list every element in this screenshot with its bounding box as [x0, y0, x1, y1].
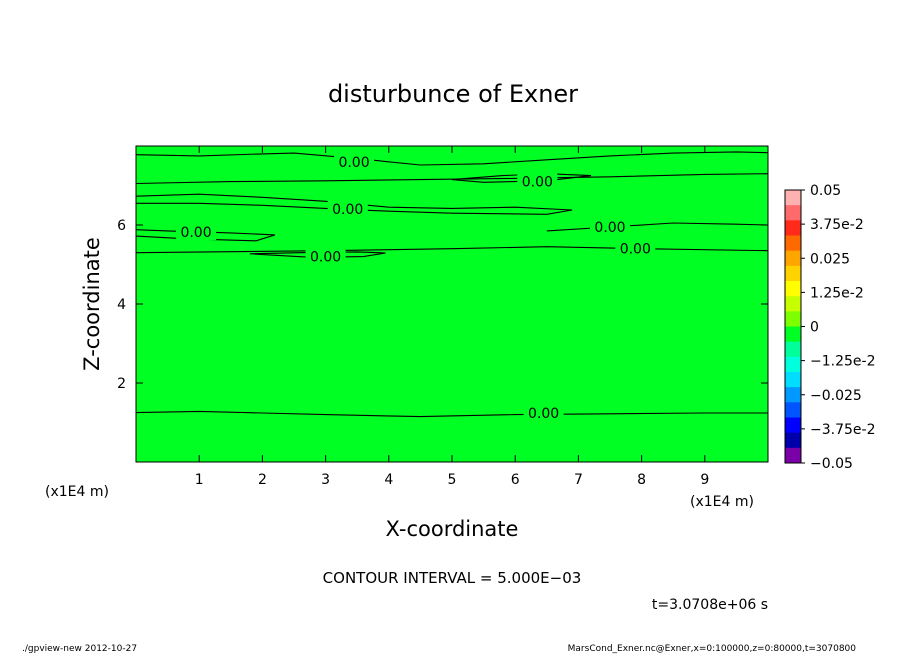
y-tick-label: 6 — [117, 218, 126, 234]
x-tick-label: 9 — [700, 472, 709, 488]
colorbar-swatch — [785, 387, 801, 403]
colorbar: 0.05 3.75e-2 0.025 1.25e-2 0 −1.25e-2 −0.025 −3… — [784, 183, 875, 472]
colorbar-swatch — [785, 326, 801, 343]
contour-label-bg — [176, 223, 217, 241]
time-label: t=3.0708e+06 s — [652, 597, 768, 613]
colorbar-swatch — [785, 402, 801, 418]
contour-line-6 — [135, 173, 769, 185]
x-tick-label: 2 — [258, 472, 267, 488]
contour-label: 0.00 — [528, 406, 559, 422]
colorbar-label: −1.25e-2 — [810, 354, 875, 370]
contour-label: 0.00 — [332, 202, 363, 218]
x-axis-label: X-coordinate — [386, 517, 519, 541]
contour-label: 0.00 — [310, 250, 341, 266]
contour-label: 0.00 — [522, 175, 553, 191]
footer-left: ./gpview-new 2012-10-27 — [22, 644, 137, 654]
contour-line-4 — [135, 193, 573, 215]
colorbar-label: 0.025 — [810, 251, 850, 267]
colorbar-label: 3.75e-2 — [810, 217, 864, 233]
contour-line-8 — [135, 151, 769, 166]
colorbar-label: −3.75e-2 — [810, 422, 875, 438]
x-tick-label: 8 — [637, 472, 646, 488]
colorbar-swatch — [785, 447, 801, 464]
contour-label: 0.00 — [620, 242, 651, 258]
x-tick-label: 1 — [195, 472, 204, 488]
colorbar-swatch — [785, 341, 801, 358]
colorbar-swatch — [785, 250, 801, 267]
colorbar-swatch — [785, 311, 801, 327]
colorbar-swatch — [785, 281, 801, 297]
x-tick-label: 4 — [384, 472, 393, 488]
contour-label-bg — [327, 200, 368, 218]
colorbar-swatch — [785, 356, 801, 373]
contour-label-bg — [305, 247, 346, 265]
colorbar-label: 0 — [810, 320, 819, 336]
y-tick-label: 4 — [117, 297, 126, 313]
x-tick-label: 7 — [574, 472, 583, 488]
contour-interval: CONTOUR INTERVAL = 5.000E−03 — [323, 569, 582, 587]
contour-line-0 — [135, 410, 768, 418]
colorbar-label: 0.05 — [810, 183, 841, 199]
contour-label-bg — [590, 217, 630, 235]
colorbar-swatch — [785, 265, 801, 282]
x-axis: 1 2 3 4 5 6 7 8 9 — [195, 146, 709, 488]
contour-line-5 — [546, 222, 769, 232]
contour-label: 0.00 — [594, 220, 625, 236]
chart-title: disturbunce of Exner — [328, 80, 578, 108]
contour-label-bg — [523, 404, 564, 422]
colorbar-swatch — [785, 235, 801, 252]
colorbar-swatch — [785, 220, 801, 236]
colorbar-swatch — [785, 372, 801, 388]
plot-area — [136, 146, 768, 462]
colorbar-swatch — [785, 432, 801, 449]
contour-label-bg — [615, 239, 656, 257]
contour-label-bg — [517, 172, 558, 190]
y-axis: 2 4 6 — [117, 218, 768, 392]
colorbar-label: −0.05 — [810, 456, 853, 472]
colorbar-label: −0.025 — [810, 388, 862, 404]
colorbar-swatch — [785, 205, 801, 221]
contour-line-7 — [451, 173, 592, 183]
x-tick-label: 5 — [448, 472, 457, 488]
colorbar-label: 1.25e-2 — [810, 285, 864, 301]
colorbar-swatch — [785, 190, 801, 206]
colorbar-swatch — [785, 296, 801, 312]
x-tick-label: 6 — [511, 472, 520, 488]
contour-label-bg — [334, 152, 375, 170]
x-unit-right: (x1E4 m) — [690, 494, 754, 510]
contour-label: 0.00 — [180, 225, 211, 241]
footer-right: MarsCond_Exner.nc@Exner,x=0:100000,z=0:8… — [568, 644, 857, 654]
y-tick-label: 2 — [117, 376, 126, 392]
colorbar-swatch — [785, 417, 801, 434]
contour-line-1 — [135, 246, 769, 254]
x-tick-label: 3 — [321, 472, 330, 488]
y-axis-label: Z-coordinate — [80, 237, 104, 371]
x-unit-left: (x1E4 m) — [45, 484, 109, 500]
contour-lines: 0.000.000.000.000.000.000.000.000.00 — [135, 151, 769, 422]
contour-label: 0.00 — [338, 155, 369, 171]
